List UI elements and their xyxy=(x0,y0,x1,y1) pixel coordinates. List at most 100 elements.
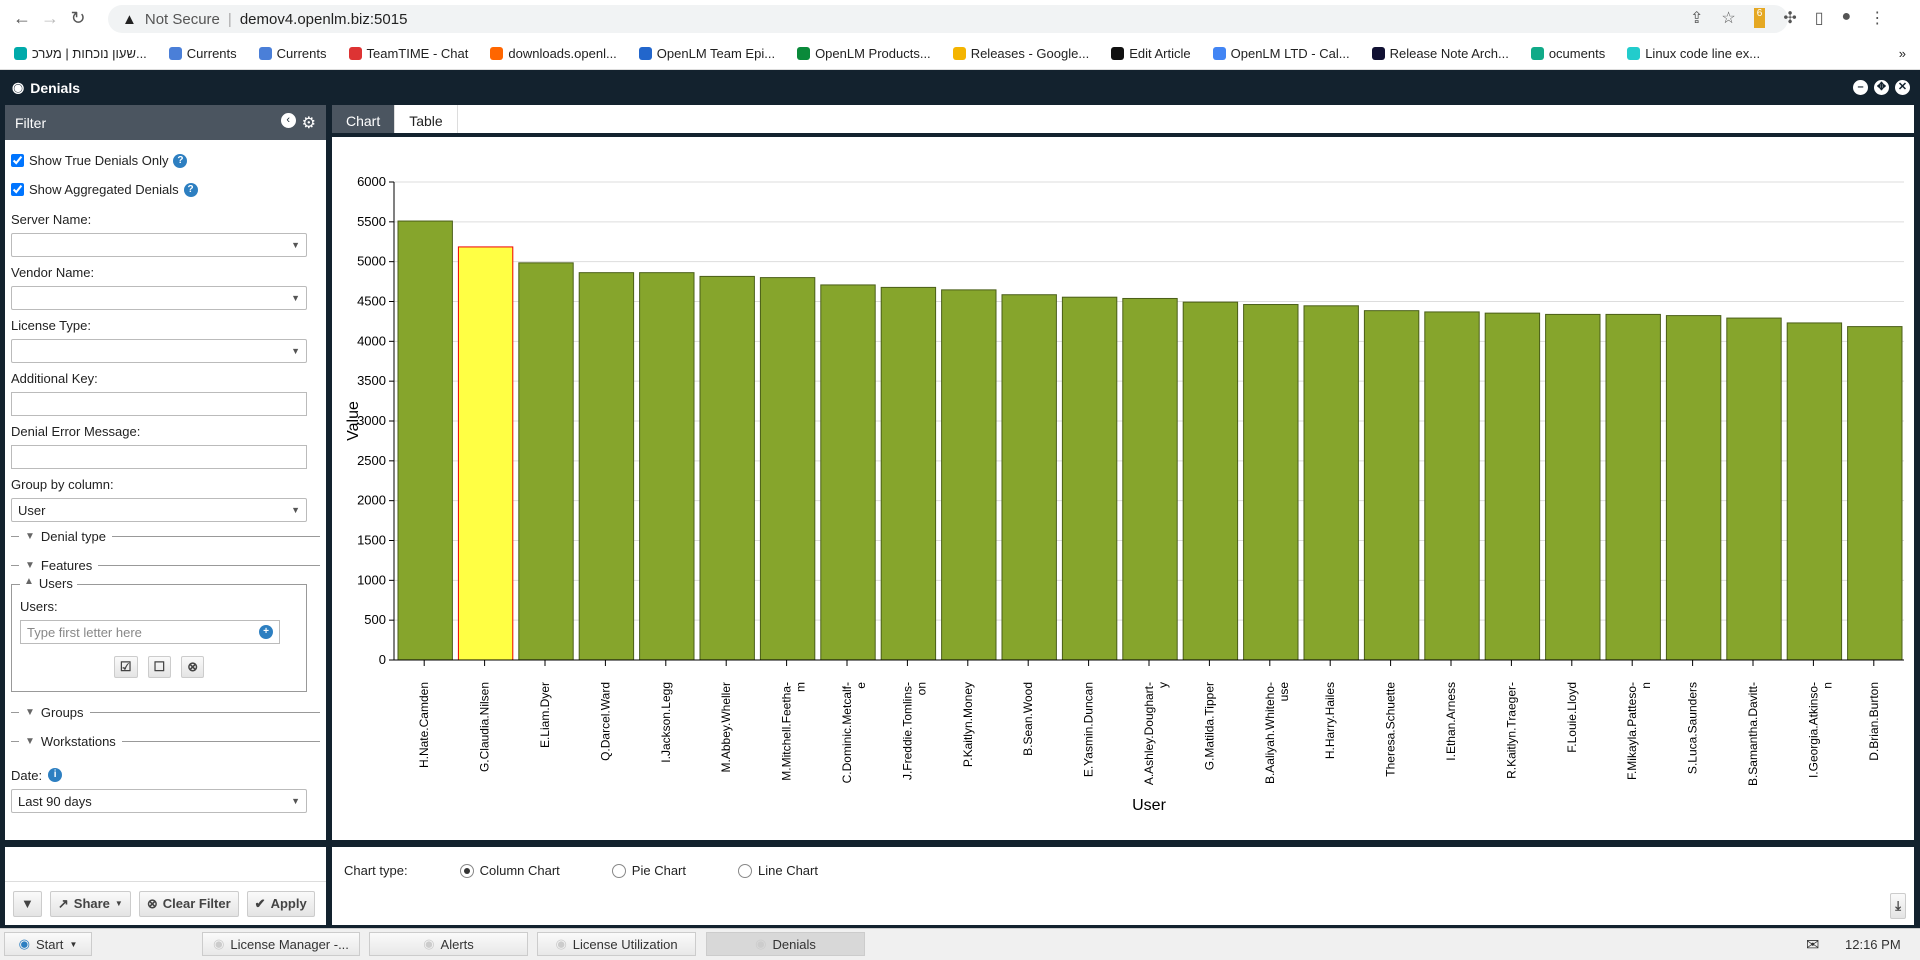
x-tick-label[interactable]: Theresa.Schuette xyxy=(1384,682,1398,777)
taskbar-license-utilization[interactable]: ◉ License Utilization xyxy=(537,932,696,956)
bar[interactable] xyxy=(518,262,574,661)
license-type-select[interactable]: ▼ xyxy=(11,339,307,363)
x-tick-label[interactable]: J.Freddie.Tomlins-on xyxy=(900,682,928,780)
deselect-icon[interactable]: ☐ xyxy=(147,656,172,678)
tab-table[interactable]: Table xyxy=(395,105,458,133)
download-icon[interactable]: ⤓ xyxy=(1890,893,1906,919)
apply-button[interactable]: ✔ Apply xyxy=(246,890,315,917)
x-tick-label[interactable]: I.Georgia.Atkinso-n xyxy=(1806,682,1834,778)
x-tick-label[interactable]: F.Louie.Lloyd xyxy=(1565,682,1579,753)
bar[interactable] xyxy=(1847,326,1903,661)
avatar[interactable]: ● xyxy=(1841,8,1852,25)
bar[interactable] xyxy=(1726,317,1782,661)
bookmark[interactable]: OpenLM Team Epi... xyxy=(638,46,775,61)
pie-chart-radio[interactable]: Pie Chart xyxy=(611,863,686,878)
tab-chart[interactable]: Chart xyxy=(332,105,396,133)
bookmark[interactable]: Currents xyxy=(258,46,327,61)
x-tick-label[interactable]: M.Abbey.Wheller xyxy=(719,682,733,772)
bar[interactable] xyxy=(759,277,816,661)
x-tick-label[interactable]: F.Mikayla.Patteso-n xyxy=(1625,682,1653,780)
help-icon[interactable]: ? xyxy=(183,182,198,197)
x-tick-label[interactable]: E.Liam.Dyer xyxy=(538,682,552,748)
section-users[interactable]: ▲ Users xyxy=(20,576,77,591)
x-tick-label[interactable]: H.Harry.Hailes xyxy=(1323,682,1337,759)
column-chart-radio[interactable]: Column Chart xyxy=(459,863,560,878)
bookmark[interactable]: שעון נוכחות | מערכ... xyxy=(14,46,147,61)
address-bar[interactable]: ▲ Not Secure | demov4.openlm.biz:5015 xyxy=(108,5,1788,33)
bar[interactable] xyxy=(1484,312,1541,661)
taskbar-license-manager[interactable]: ◉ License Manager -... xyxy=(202,932,360,956)
bar[interactable] xyxy=(1545,313,1601,661)
bookmark[interactable]: Currents xyxy=(168,46,237,61)
x-tick-label[interactable]: M.Mitchell.Feetha-m xyxy=(780,682,808,781)
bookmark[interactable]: Releases - Google... xyxy=(952,46,1089,61)
clear-filter-button[interactable]: ⊗ Clear Filter xyxy=(138,890,239,917)
bar[interactable] xyxy=(1605,313,1661,661)
bookmark[interactable]: TeamTIME - Chat xyxy=(348,46,468,61)
x-tick-label[interactable]: Q.Darcel.Ward xyxy=(598,682,612,761)
bar[interactable] xyxy=(1786,322,1843,661)
extension-icon[interactable]: 6 xyxy=(1753,8,1766,28)
bar[interactable] xyxy=(1424,311,1480,661)
sidepanel-icon[interactable]: ▯ xyxy=(1814,10,1824,27)
bar[interactable] xyxy=(1303,305,1359,661)
reload-icon[interactable]: ↻ xyxy=(70,8,86,28)
bar[interactable] xyxy=(457,246,514,661)
section-workstations[interactable]: ▼ Workstations xyxy=(11,727,320,756)
x-tick-label[interactable]: D.Brian.Burton xyxy=(1867,682,1881,761)
bar[interactable] xyxy=(578,272,635,661)
menu-icon[interactable]: ⋮ xyxy=(1869,10,1886,27)
x-tick-label[interactable]: B.Samantha.Davitt- xyxy=(1746,682,1760,786)
show-aggregated-checkbox[interactable] xyxy=(11,183,24,196)
x-tick-label[interactable]: I.Ethan.Arness xyxy=(1444,682,1458,761)
bar[interactable] xyxy=(941,289,997,661)
x-tick-label[interactable]: B.Aaliyah.Whiteho-use xyxy=(1263,682,1291,784)
x-tick-label[interactable]: I.Jackson.Legg xyxy=(659,682,673,763)
more-bookmarks[interactable]: » xyxy=(1898,45,1906,61)
bookmark[interactable]: OpenLM LTD - Cal... xyxy=(1212,46,1350,61)
bar[interactable] xyxy=(820,284,876,661)
bookmark[interactable]: downloads.openl... xyxy=(490,46,617,61)
x-tick-label[interactable]: A.Ashley.Doughart-y xyxy=(1142,682,1170,785)
share-icon[interactable]: ⇪ xyxy=(1690,10,1704,27)
x-tick-label[interactable]: B.Sean.Wood xyxy=(1021,682,1035,756)
x-tick-label[interactable]: S.Luca.Saunders xyxy=(1686,682,1700,774)
collapse-icon[interactable]: ‹ xyxy=(280,112,296,128)
mail-icon[interactable]: ✉ xyxy=(1806,936,1820,954)
bookmark[interactable]: OpenLM Products... xyxy=(797,46,931,61)
show-true-denials-checkbox[interactable] xyxy=(11,154,24,167)
x-tick-label[interactable]: C.Dominic.Metcalf-e xyxy=(840,682,868,784)
bookmark[interactable]: Linux code line ex... xyxy=(1627,46,1760,61)
bar[interactable] xyxy=(1243,304,1299,661)
url[interactable]: demov4.openlm.biz:5015 xyxy=(239,10,408,28)
close-icon[interactable]: ✕ xyxy=(1895,80,1910,95)
minimize-icon[interactable]: – xyxy=(1853,80,1868,95)
bookmark[interactable]: Edit Article xyxy=(1111,46,1191,61)
add-icon[interactable]: + xyxy=(259,625,273,639)
bar[interactable] xyxy=(699,275,755,661)
taskbar-alerts[interactable]: ◉ Alerts xyxy=(369,932,528,956)
help-icon[interactable]: ? xyxy=(173,153,188,168)
gear-icon[interactable]: ⚙ xyxy=(301,114,316,132)
group-by-select[interactable]: User ▼ xyxy=(11,498,307,522)
bar[interactable] xyxy=(1665,315,1722,661)
vendor-name-select[interactable]: ▼ xyxy=(11,286,307,310)
x-tick-label[interactable]: E.Yasmin.Duncan xyxy=(1082,682,1096,777)
server-name-select[interactable]: ▼ xyxy=(11,233,307,257)
select-all-icon[interactable]: ☑ xyxy=(113,656,138,678)
line-chart-radio[interactable]: Line Chart xyxy=(738,863,818,878)
x-tick-label[interactable]: H.Nate.Camden xyxy=(417,682,431,768)
funnel-icon[interactable]: ▼ xyxy=(13,890,42,917)
bar[interactable] xyxy=(397,220,453,661)
bar[interactable] xyxy=(1001,294,1057,661)
bar[interactable] xyxy=(1182,301,1239,661)
x-tick-label[interactable]: G.Matilda.Tipper xyxy=(1202,682,1216,770)
bookmark[interactable]: ocuments xyxy=(1530,46,1605,61)
start-button[interactable]: ◉ Start ▼ xyxy=(4,932,92,956)
back-icon[interactable]: ← xyxy=(13,8,31,28)
star-icon[interactable]: ☆ xyxy=(1721,10,1736,27)
section-groups[interactable]: ▼ Groups xyxy=(11,698,320,727)
info-icon[interactable]: i xyxy=(48,768,63,782)
users-input[interactable]: Type first letter here + xyxy=(20,620,280,644)
clear-icon[interactable]: ⊗ xyxy=(181,656,205,678)
